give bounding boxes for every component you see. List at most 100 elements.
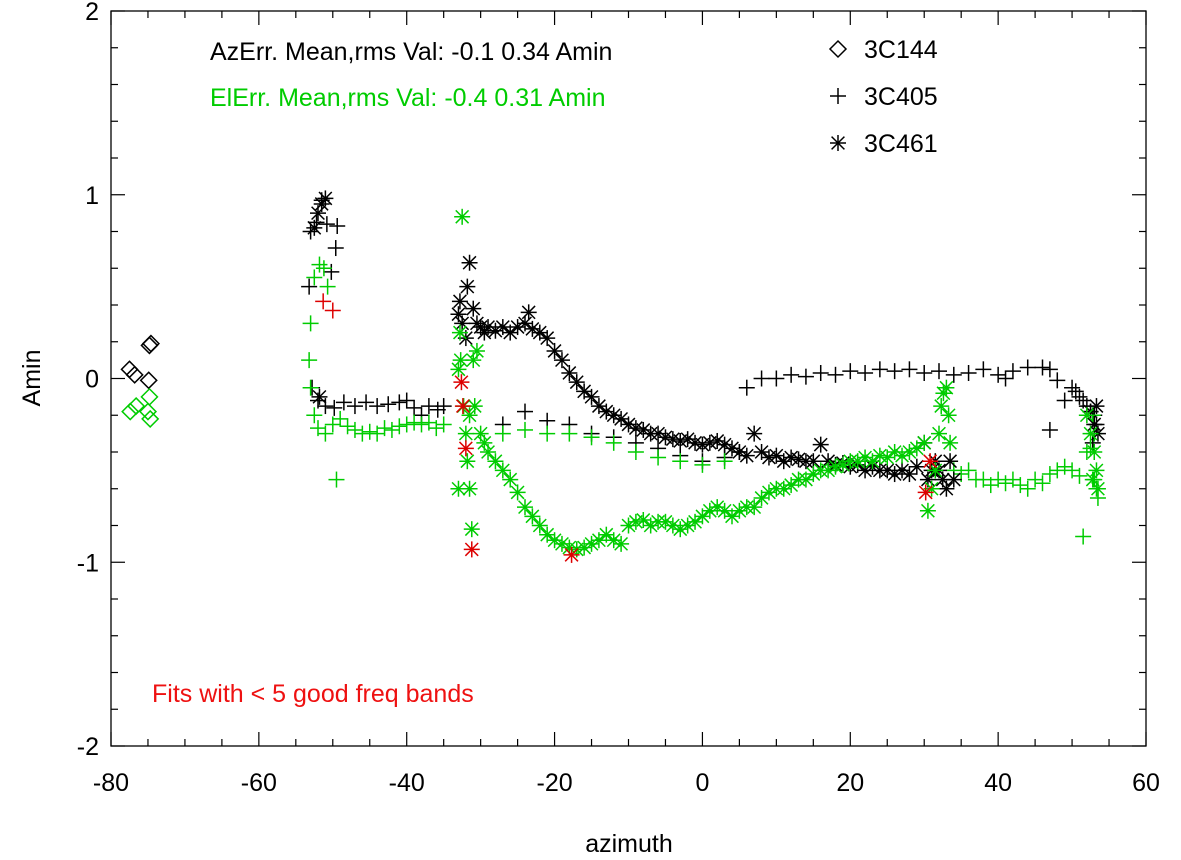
data-point [942,434,959,451]
data-point [812,364,829,381]
data-point [960,364,977,381]
data-point [451,324,468,341]
y-tick-label: 0 [85,366,99,394]
data-point [127,397,146,416]
data-point [487,453,504,470]
data-point [454,398,471,415]
data-point [927,462,944,479]
data-point [871,361,888,378]
data-point [454,208,471,225]
data-point [546,342,563,359]
data-point [509,484,526,501]
plot-area [120,190,1106,563]
data-point [768,447,785,464]
data-point [694,456,711,473]
data-point [139,371,158,390]
data-point [450,361,467,378]
data-point [672,432,689,449]
x-tick-label: 60 [1132,769,1160,797]
data-point [1082,425,1099,442]
data-point [346,398,363,415]
data-point [480,444,497,460]
data-point [306,219,323,236]
x-tick-label: 20 [836,769,864,797]
data-point [141,334,160,353]
y-tick-label: 2 [85,0,99,26]
data-point [940,407,957,424]
data-point [326,399,343,416]
data-point [328,471,345,488]
x-axis-title: azimuth [585,830,673,858]
data-point [140,387,159,406]
bad-fit-annotation: Fits with < 5 good freq bands [152,680,474,708]
data-point [583,388,600,405]
data-point [406,399,423,416]
data-point [453,374,470,391]
data-point [398,416,415,433]
legend-marker-asterisk [830,135,846,151]
data-point [1071,388,1088,405]
data-point [917,484,934,501]
legend-marker-plus [830,88,846,104]
data-point [1071,467,1088,484]
el-stats-annotation: ElErr. Mean,rms Val: -0.4 0.31 Amin [210,84,606,112]
data-point [768,370,785,387]
y-axis-title: Amin [18,350,46,407]
x-tick-label: 0 [695,769,709,797]
data-point [391,418,408,435]
data-point [627,444,644,460]
data-point [931,363,947,380]
legend-marker-diamond [828,39,848,59]
data-point [1034,359,1051,376]
data-point [960,462,977,479]
data-point [335,394,352,411]
data-point [317,425,334,442]
data-point [468,342,485,359]
data-point [138,402,158,421]
data-point [997,370,1014,387]
data-point [783,477,800,494]
data-point [1078,407,1095,424]
data-point [332,410,349,427]
data-point [306,407,323,424]
data-point [120,360,139,379]
data-point [327,240,344,257]
data-point [315,260,332,277]
data-point [301,278,318,295]
data-point [783,449,800,466]
data-point [775,453,792,470]
x-tick-label: 40 [984,769,1012,797]
annotations: AzErr. Mean,rms Val: -0.1 0.34 Amin ElEr… [18,38,673,858]
y-tick-label: 1 [85,182,99,210]
data-point [311,256,328,273]
data-point [461,480,478,497]
data-point [450,480,467,497]
data-point [598,526,615,543]
plot-frame [110,10,1147,747]
data-point [376,420,393,437]
data-point [465,300,482,317]
data-point [812,436,829,453]
data-point [369,398,386,415]
data-point [746,499,763,516]
x-tick-label: -20 [537,769,573,797]
data-point [494,462,511,479]
x-tick-label: -80 [93,769,129,797]
data-point [494,425,511,442]
data-point [563,546,580,563]
data-point [716,453,733,470]
data-point [908,458,925,475]
data-point [318,216,335,233]
data-point [457,440,474,457]
data-point [339,418,356,435]
data-point [990,471,1007,488]
data-point [358,394,375,411]
data-point [842,363,859,380]
data-point [919,502,936,519]
data-point [738,447,755,464]
data-point [916,434,933,451]
data-point [517,421,533,438]
data-point [1041,466,1058,483]
data-point [672,453,689,470]
